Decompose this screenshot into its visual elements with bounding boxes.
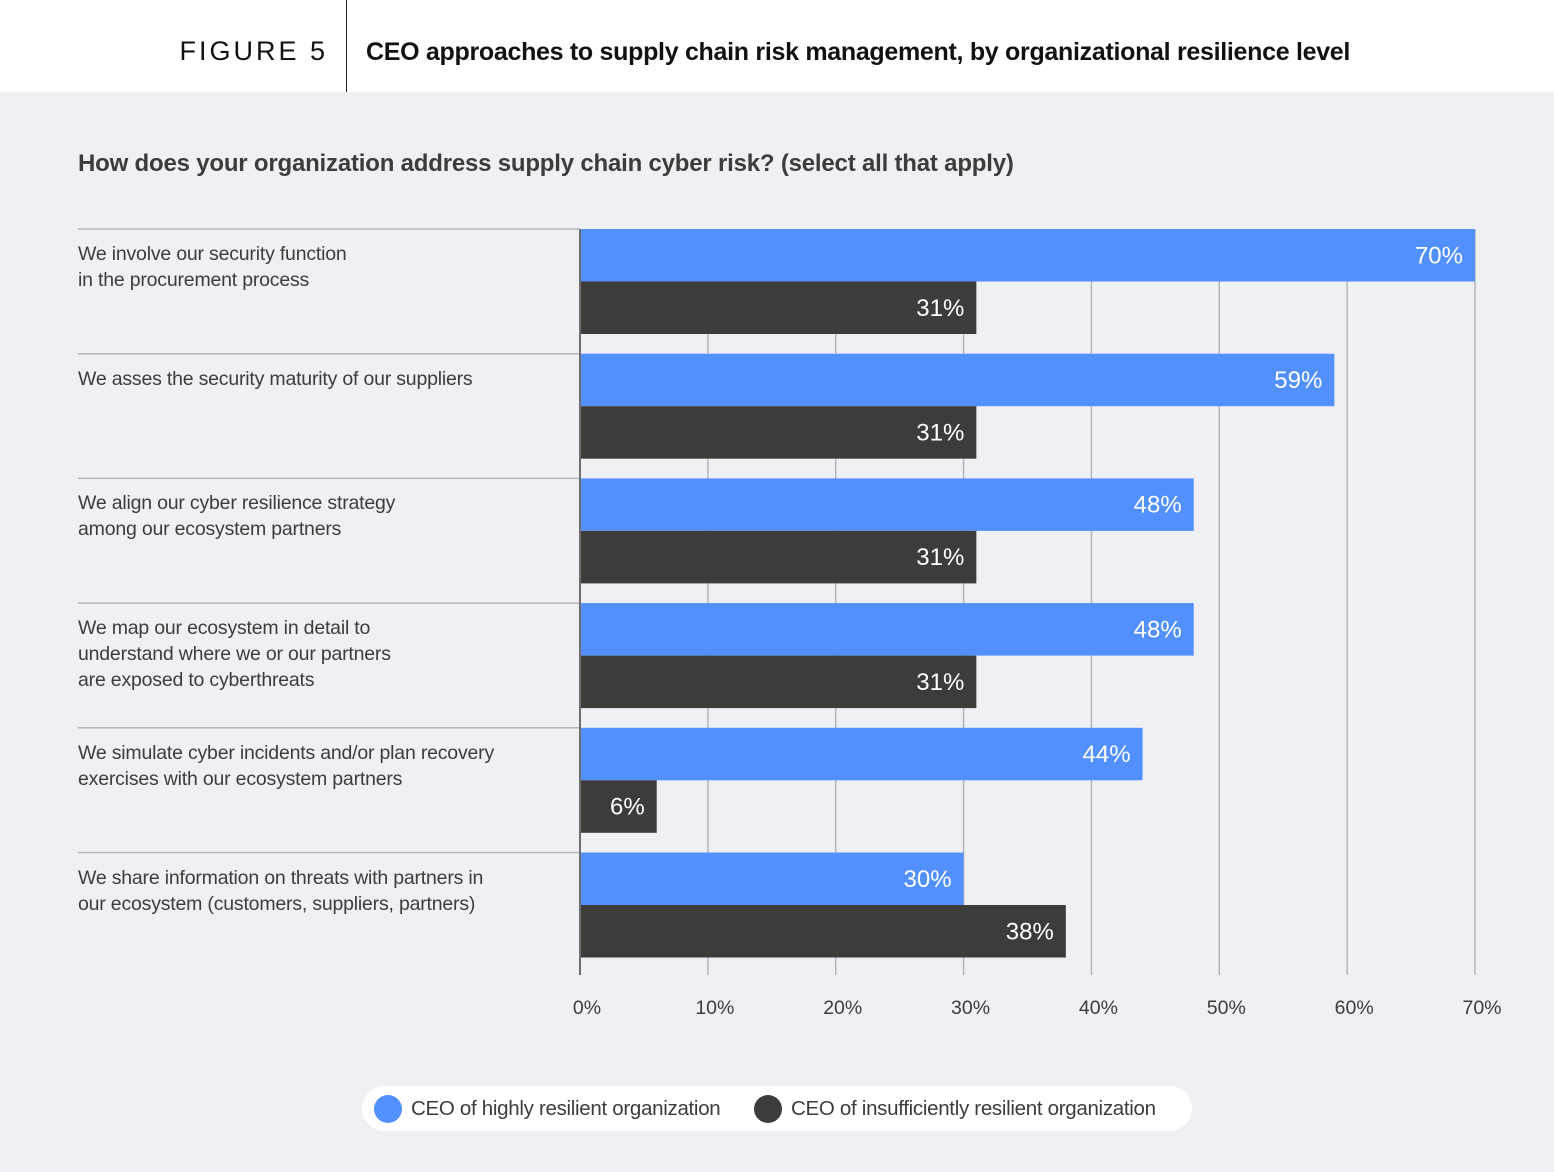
figure-label: FIGURE 5 (179, 36, 328, 66)
bar-value-label: 70% (1415, 242, 1463, 269)
legend-item-highly-resilient: CEO of highly resilient organization (374, 1086, 721, 1131)
x-tick-label: 60% (1335, 997, 1374, 1019)
figure-title: CEO approaches to supply chain risk mana… (366, 38, 1351, 66)
bar-insufficiently-resilient (580, 905, 1066, 958)
x-tick-label: 10% (695, 997, 734, 1019)
bar-insufficiently-resilient (580, 780, 657, 833)
legend-label: CEO of highly resilient organization (411, 1096, 721, 1120)
x-tick-label: 20% (823, 997, 862, 1019)
bar-insufficiently-resilient (580, 530, 977, 584)
category-label-line: understand where we or our partners (78, 643, 391, 666)
bar-highly-resilient (580, 603, 1194, 656)
category-label: We asses the security maturity of our su… (78, 366, 558, 392)
category-label-line: We involve our security function (78, 243, 347, 265)
category-label-line: among our ecosystem partners (78, 518, 342, 541)
bar-highly-resilient (580, 478, 1194, 531)
category-label: We align our cyber resilience strategy am… (78, 490, 558, 542)
legend-label: CEO of insufficiently resilient organiza… (791, 1096, 1156, 1120)
bar-insufficiently-resilient (580, 655, 977, 709)
bar-insufficiently-resilient (580, 281, 977, 334)
category-label-line: We share information on threats with par… (78, 866, 484, 889)
category-label-line: in the procurement process (78, 269, 310, 291)
x-tick-label: 70% (1462, 997, 1501, 1019)
x-tick-label: 30% (951, 997, 990, 1019)
bar-value-label: 6% (610, 794, 645, 821)
legend: CEO of highly resilient organization CEO… (362, 1086, 1192, 1131)
bar-value-label: 38% (1006, 918, 1054, 945)
x-tick-label: 50% (1207, 997, 1246, 1019)
legend-item-insufficiently-resilient: CEO of insufficiently resilient organiza… (754, 1086, 1156, 1131)
category-label-line: We asses the security maturity of our su… (78, 367, 473, 390)
header-divider (346, 0, 347, 92)
bar-highly-resilient (580, 229, 1475, 282)
figure-header: FIGURE 5 CEO approaches to supply chain … (0, 0, 1554, 92)
category-label: We simulate cyber incidents and/or plan … (78, 740, 558, 792)
category-label: We involve our security function in the p… (78, 241, 558, 293)
bar-highly-resilient (580, 727, 1143, 781)
bar-value-label: 59% (1274, 367, 1322, 394)
bar-value-label: 30% (904, 866, 952, 893)
bar-chart: 0% 10% 20% 30% 40% 50% 60% 70% 70% 59% 48% 48% 44% 30… (78, 228, 1502, 1019)
category-label-line: are exposed to cyberthreats (78, 669, 315, 692)
bar-value-label: 48% (1134, 616, 1182, 643)
category-label-line: We simulate cyber incidents and/or plan … (78, 741, 494, 764)
category-label: We map our ecosystem in detail to underst… (78, 615, 558, 693)
bar-value-label: 31% (916, 295, 964, 322)
bar-value-label: 31% (916, 669, 964, 696)
x-tick-label: 0% (573, 997, 601, 1019)
bar-value-label: 44% (1083, 741, 1131, 768)
x-tick-label: 40% (1079, 997, 1118, 1019)
bar-value-label: 31% (916, 544, 964, 571)
category-label: We share information on threats with par… (78, 865, 558, 917)
category-label-line: our ecosystem (customers, suppliers, par… (78, 892, 476, 915)
category-label-line: We align our cyber resilience strategy (78, 492, 396, 515)
legend-dot-blue-icon (374, 1094, 402, 1123)
bar-value-label: 48% (1134, 492, 1182, 519)
chart-question: How does your organization address suppl… (78, 150, 1014, 177)
bar-highly-resilient (580, 852, 964, 905)
bar-highly-resilient (580, 353, 1335, 407)
bar-insufficiently-resilient (580, 406, 977, 459)
category-label-line: We map our ecosystem in detail to (78, 617, 371, 640)
bar-value-label: 31% (916, 419, 964, 446)
legend-dot-dark-icon (754, 1094, 782, 1123)
category-label-line: exercises with our ecosystem partners (78, 767, 403, 790)
